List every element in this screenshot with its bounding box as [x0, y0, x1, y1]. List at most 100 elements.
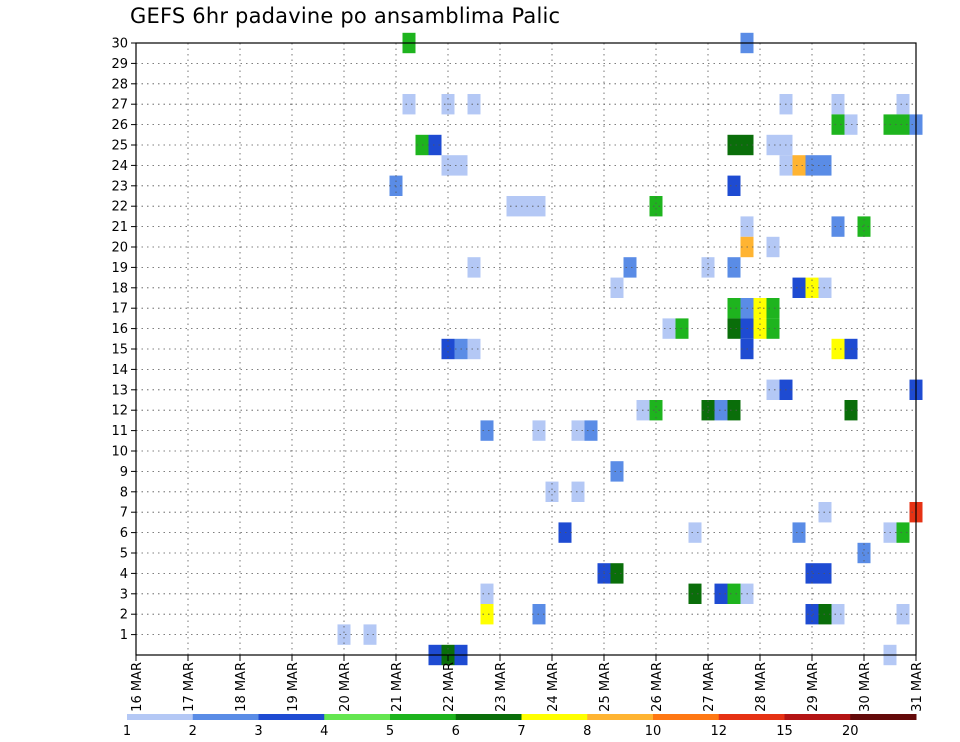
precip-cell — [857, 216, 871, 237]
legend-label: 15 — [776, 724, 793, 739]
x-tick-label: 20 MAR — [338, 662, 353, 712]
y-tick-label: 4 — [120, 567, 128, 582]
precip-cell — [792, 277, 806, 298]
legend-label: 20 — [842, 724, 859, 739]
x-tick-label: 21 MAR — [390, 662, 405, 712]
legend-label: 1 — [123, 724, 131, 739]
legend-swatch — [850, 714, 917, 720]
legend-label: 12 — [710, 724, 727, 739]
y-tick-label: 26 — [111, 118, 128, 133]
y-tick-label: 30 — [111, 37, 128, 52]
precip-cell — [792, 155, 806, 176]
legend-swatch — [653, 714, 720, 720]
precip-cell — [571, 481, 585, 502]
legend-swatch — [390, 714, 457, 720]
x-tick-label: 17 MAR — [182, 662, 197, 712]
x-tick-label: 25 MAR — [598, 662, 613, 712]
precip-cell — [727, 318, 741, 339]
precip-cell — [857, 542, 871, 564]
legend-label: 8 — [583, 724, 591, 739]
precip-cell — [571, 420, 585, 441]
legend-swatch — [258, 714, 325, 720]
precip-cell — [766, 134, 780, 156]
chart-title: GEFS 6hr padavine po ansamblima Palic — [130, 4, 561, 28]
precip-cell — [727, 175, 741, 196]
precip-cell — [831, 114, 845, 135]
precip-cell — [428, 134, 442, 156]
precip-cell — [896, 522, 910, 543]
precip-cell — [649, 196, 663, 217]
precip-cell — [623, 257, 637, 278]
y-tick-label: 20 — [111, 241, 128, 256]
precip-cell — [584, 420, 598, 441]
precip-cell — [363, 624, 377, 645]
precip-cell — [480, 604, 494, 625]
precip-cell — [727, 298, 741, 319]
precip-cell — [610, 461, 624, 482]
precip-cell — [337, 624, 351, 645]
y-tick-label: 8 — [120, 485, 128, 500]
precip-cell — [831, 216, 845, 237]
precip-cell — [896, 94, 910, 115]
precip-cell — [610, 563, 624, 584]
y-tick-label: 12 — [111, 404, 128, 419]
precip-cell — [727, 583, 741, 604]
x-tick-label: 28 MAR — [754, 662, 769, 712]
precip-cell — [766, 236, 780, 258]
legend-swatch — [587, 714, 654, 720]
precip-cell — [831, 604, 845, 625]
precip-cell — [649, 400, 663, 421]
legend-label: 4 — [320, 724, 328, 739]
legend-label: 10 — [645, 724, 662, 739]
y-tick-label: 10 — [111, 445, 128, 460]
y-tick-label: 29 — [111, 57, 128, 72]
y-tick-label: 18 — [111, 281, 128, 296]
y-tick-label: 19 — [111, 261, 128, 276]
x-tick-label: 27 MAR — [702, 662, 717, 712]
y-tick-label: 7 — [120, 506, 128, 521]
precip-cell — [402, 94, 416, 115]
precip-cell — [727, 134, 741, 156]
precip-cell — [610, 277, 624, 298]
precip-cell — [766, 379, 780, 400]
precip-cell — [831, 94, 845, 115]
y-tick-label: 9 — [120, 465, 128, 480]
legend-swatch — [127, 714, 194, 720]
precip-cell — [753, 318, 767, 339]
precip-cell — [714, 400, 728, 421]
precip-cell — [467, 338, 481, 360]
precip-cell — [480, 420, 494, 441]
legend-label: 3 — [254, 724, 262, 739]
legend-swatch — [455, 714, 522, 720]
legend-label: 7 — [517, 724, 525, 739]
precip-cell — [467, 257, 481, 278]
y-tick-label: 28 — [111, 77, 128, 92]
precip-cell — [506, 196, 520, 217]
x-tick-label: 23 MAR — [494, 662, 509, 712]
x-tick-label: 31 MAR — [910, 662, 925, 712]
y-tick-label: 27 — [111, 98, 128, 113]
legend-swatch — [324, 714, 391, 720]
precip-cell — [766, 318, 780, 339]
x-tick-label: 30 MAR — [858, 662, 873, 712]
x-tick-label: 24 MAR — [546, 662, 561, 712]
precip-cell — [714, 583, 728, 604]
precip-cell — [545, 481, 559, 502]
precip-cell — [896, 604, 910, 625]
precip-cell — [688, 583, 702, 604]
x-tick-label: 29 MAR — [806, 662, 821, 712]
y-tick-label: 5 — [120, 547, 128, 562]
legend-swatch — [192, 714, 259, 720]
x-tick-label: 16 MAR — [130, 662, 145, 712]
y-tick-label: 13 — [111, 383, 128, 398]
precip-cell — [519, 196, 533, 217]
y-tick-label: 16 — [111, 322, 128, 337]
x-tick-label: 18 MAR — [234, 662, 249, 712]
legend-swatch — [784, 714, 851, 720]
precip-cell — [727, 257, 741, 278]
precip-cell — [662, 318, 676, 339]
precip-cell — [831, 338, 845, 360]
y-tick-label: 17 — [111, 302, 128, 317]
y-tick-label: 1 — [120, 628, 128, 643]
